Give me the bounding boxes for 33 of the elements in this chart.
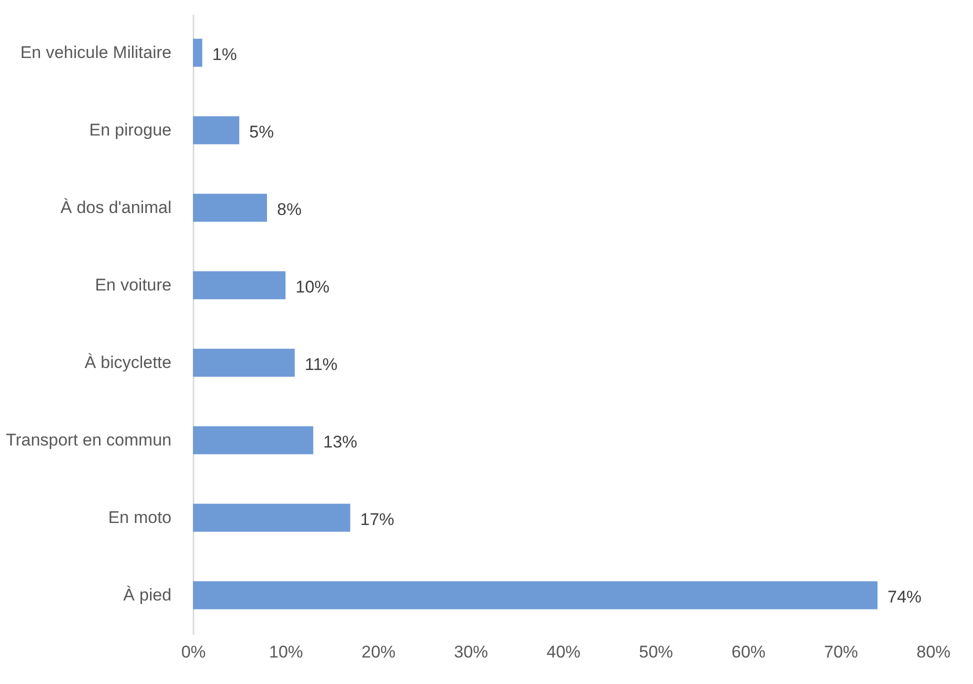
x-tick-label: 20% [361, 642, 396, 662]
data-label: 11% [304, 354, 338, 374]
x-tick-label: 40% [546, 642, 581, 662]
data-label: 1% [212, 44, 237, 64]
bar [193, 426, 314, 454]
y-tick-label: Transport en commun [6, 430, 172, 450]
bar [193, 38, 202, 67]
data-label: 8% [277, 200, 302, 219]
data-label: 13% [323, 432, 358, 452]
data-label: 10% [296, 277, 330, 296]
bar [193, 504, 350, 532]
y-tick-label: À dos d'animal [60, 198, 172, 217]
y-tick-label: À bicyclette [84, 352, 172, 372]
y-tick-label: En voiture [94, 275, 172, 294]
bar [193, 348, 295, 377]
bar [193, 271, 286, 300]
y-tick-label: En pirogue [89, 120, 172, 140]
bar [193, 116, 240, 144]
data-label: 17% [360, 510, 394, 529]
data-label: 5% [249, 122, 274, 142]
x-tick-label: 30% [454, 642, 488, 662]
x-tick-label: 0% [181, 642, 206, 662]
x-tick-label: 70% [824, 642, 858, 662]
bar [193, 194, 267, 222]
x-tick-label: 80% [916, 642, 951, 662]
bar [193, 581, 878, 610]
y-tick-label: À pied [123, 585, 172, 604]
x-tick-label: 60% [731, 642, 766, 662]
x-tick-label: 50% [638, 642, 674, 662]
y-tick-label: En vehicule Militaire [20, 42, 172, 62]
data-label: 74% [888, 587, 922, 606]
y-tick-label: En moto [108, 508, 172, 527]
x-tick-label: 10% [268, 642, 304, 662]
